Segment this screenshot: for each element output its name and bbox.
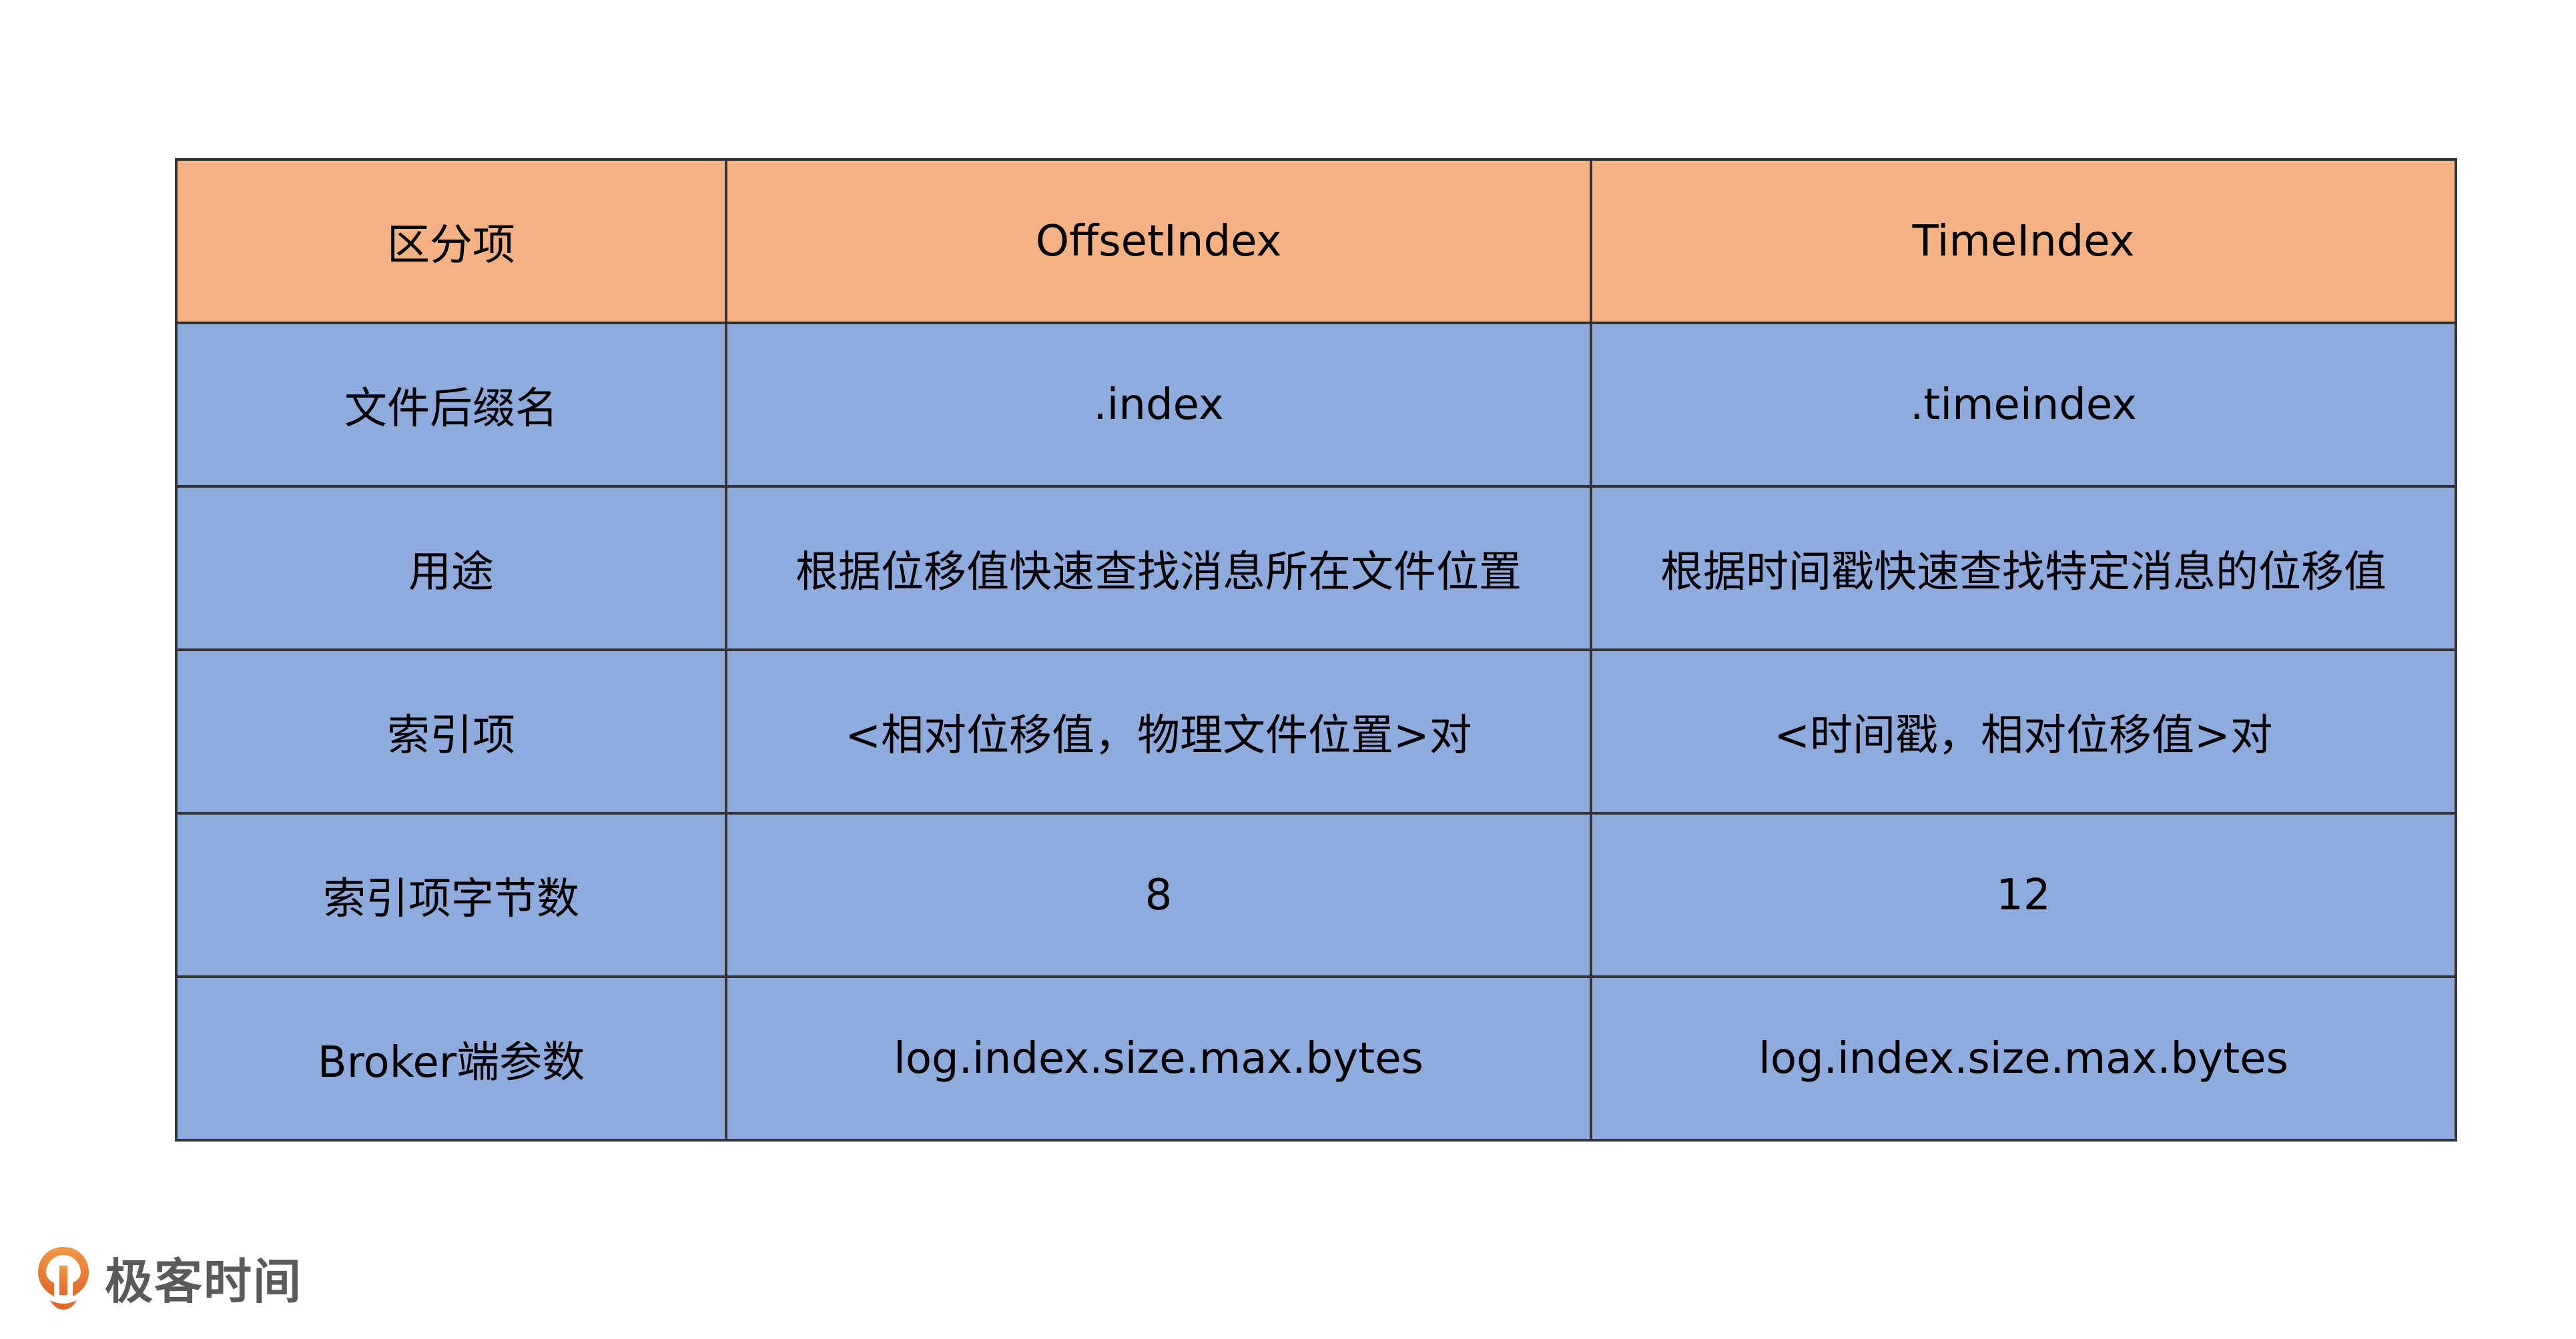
table-row: 用途 根据位移值快速查找消息所在文件位置 根据时间戳快速查找特定消息的位移值 <box>175 485 2457 651</box>
geektime-logo: 极客时间 <box>37 1242 302 1312</box>
table-row: 文件后缀名 .index .timeindex <box>175 322 2457 488</box>
table-cell: 12 <box>1590 812 2457 978</box>
logo-text: 极客时间 <box>105 1254 303 1310</box>
header-row: 区分项 OffsetIndex TimeIndex <box>175 158 2457 324</box>
table-cell: <时间戳，相对位移值>对 <box>1590 648 2457 815</box>
table-row: 索引项字节数 8 12 <box>175 812 2457 978</box>
table-cell: 8 <box>725 812 1592 978</box>
header-cell: OffsetIndex <box>725 158 1592 324</box>
row-label: 文件后缀名 <box>175 322 727 488</box>
row-label: Broker端参数 <box>175 975 727 1142</box>
table-cell: .timeindex <box>1590 322 2457 488</box>
table-row: Broker端参数 log.index.size.max.bytes log.i… <box>175 975 2457 1142</box>
row-label: 索引项 <box>175 648 727 815</box>
table-cell: log.index.size.max.bytes <box>1590 975 2457 1142</box>
header-cell: 区分项 <box>175 158 727 324</box>
geektime-logo-icon <box>38 1246 89 1310</box>
row-label: 用途 <box>175 485 727 651</box>
table-cell: 根据位移值快速查找消息所在文件位置 <box>725 485 1592 651</box>
table-cell: .index <box>725 322 1592 488</box>
table-cell: log.index.size.max.bytes <box>725 975 1592 1142</box>
table-cell: 根据时间戳快速查找特定消息的位移值 <box>1590 485 2457 651</box>
table-row: 索引项 <相对位移值，物理文件位置>对 <时间戳，相对位移值>对 <box>175 648 2457 815</box>
row-label: 索引项字节数 <box>175 812 727 978</box>
table-cell: <相对位移值，物理文件位置>对 <box>725 648 1592 815</box>
comparison-table: 区分项 OffsetIndex TimeIndex 文件后缀名 .index .… <box>175 158 2457 1142</box>
header-cell: TimeIndex <box>1590 158 2457 324</box>
